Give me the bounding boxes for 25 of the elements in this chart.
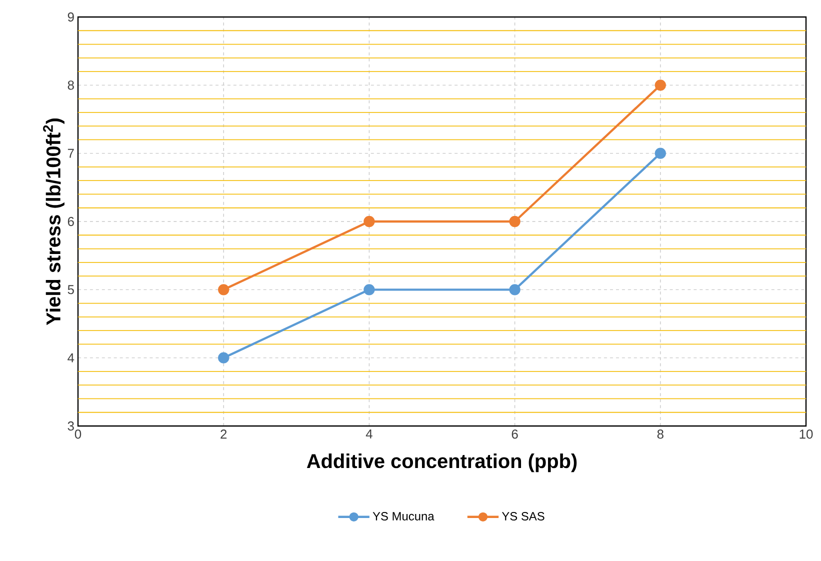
point [364,284,375,296]
point [218,284,230,296]
point [654,80,666,91]
legend-label: YS Mucuna [372,512,434,520]
y-tick-label: 9 [68,12,74,22]
y-axis-title: Yield stress (lb/100ft$^{2}$) [43,118,64,326]
y-tick-label: 4 [68,353,74,362]
point [654,148,666,159]
x-tick-label: 8 [657,430,664,439]
y-tick-label: 8 [68,80,74,90]
legend-label: YS SAS [502,512,544,520]
y-tick-label: 5 [68,285,74,294]
point [509,216,520,228]
x-axis-title: Additive concentration (ppb) [306,454,577,472]
x-tick-label: 2 [220,430,227,439]
y-tick-label: 6 [68,216,74,226]
point [364,216,375,228]
x-tick-label: 4 [366,430,372,438]
x-tick-label: 0 [74,430,82,439]
point [509,284,520,296]
x-tick-label: 6 [512,430,518,439]
x-tick-label: 10 [800,430,813,439]
y-tick-label: 7 [68,148,74,158]
point [218,352,230,364]
y-tick-label: 3 [68,421,74,431]
